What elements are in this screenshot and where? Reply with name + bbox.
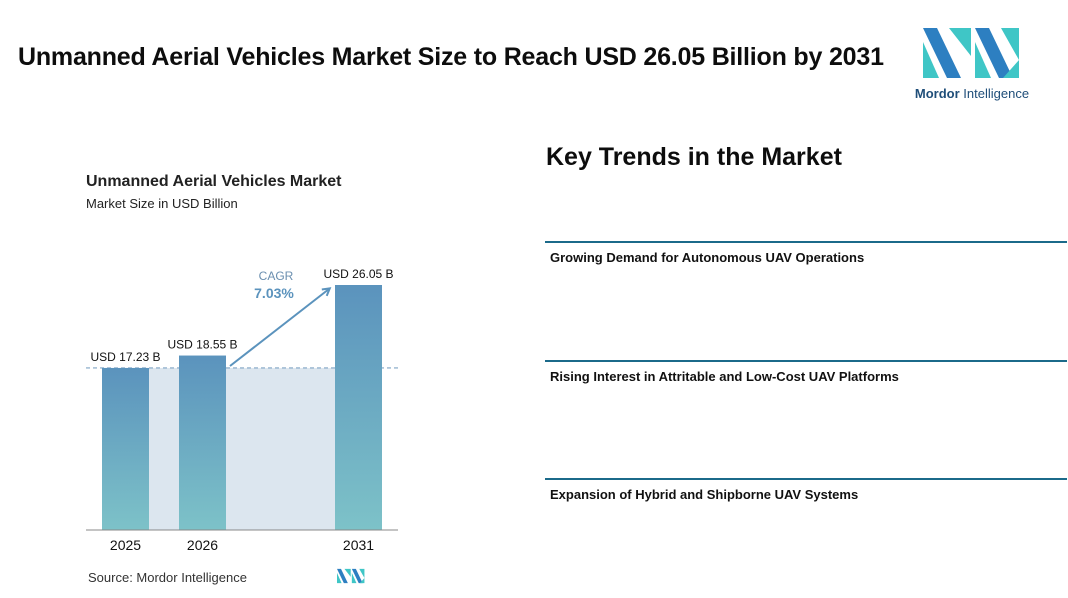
trend-item: Growing Demand for Autonomous UAV Operat… [545,241,1067,265]
data-label: USD 18.55 B [167,338,237,352]
trend-label: Expansion of Hybrid and Shipborne UAV Sy… [550,487,859,502]
data-label: USD 17.23 B [90,350,160,364]
trend-label: Growing Demand for Autonomous UAV Operat… [550,250,865,265]
chart-subtitle: Market Size in USD Billion [86,196,238,211]
page-title: Unmanned Aerial Vehicles Market Size to … [18,43,884,71]
bar-chart: USD 17.23 B 2025 USD 18.55 B 2026 USD 26.05 … [86,267,400,553]
bar-2031 [335,285,382,530]
bar-2025 [102,367,149,530]
data-label: USD 26.05 B [323,267,393,281]
brand-logo: Mordor Intelligence [912,26,1032,106]
logo-wordmark: Mordor Intelligence [912,86,1032,101]
x-tick-label: 2025 [110,537,141,553]
trend-item: Expansion of Hybrid and Shipborne UAV Sy… [545,478,1067,502]
chart-source: Source: Mordor Intelligence [88,570,247,585]
x-tick-label: 2026 [187,537,218,553]
cagr-arrow [229,289,329,367]
chart-title: Unmanned Aerial Vehicles Market [86,173,342,190]
mordor-logo-icon [923,28,1019,78]
trend-label: Rising Interest in Attritable and Low-Co… [550,369,899,384]
cagr-value: 7.03% [254,285,294,301]
trends-title: Key Trends in the Market [546,143,842,171]
logo-name-bold: Mordor [914,86,960,101]
x-tick-label: 2031 [343,537,374,553]
cagr-label: CAGR [259,269,294,283]
bar-2026 [179,355,226,530]
logo-name-regular: Intelligence [959,86,1030,101]
mini-logo-icon [337,568,365,584]
trend-item: Rising Interest in Attritable and Low-Co… [545,360,1067,384]
